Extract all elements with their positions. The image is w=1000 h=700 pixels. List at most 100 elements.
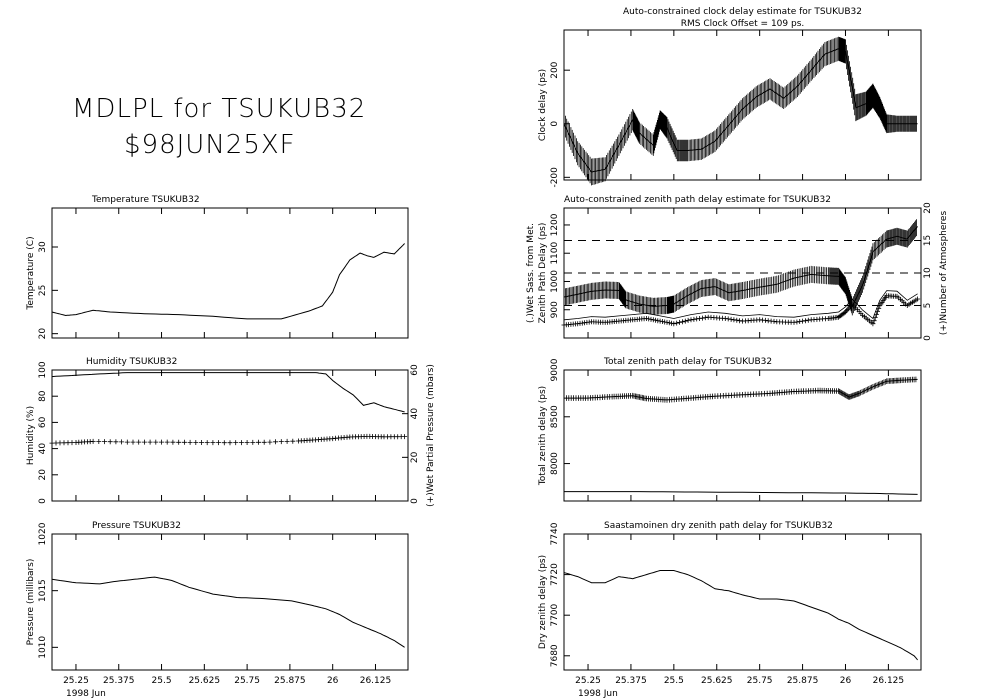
temperature-ytick-label: 30	[38, 241, 48, 253]
zenith-y2tick-label: 5	[923, 303, 933, 309]
dry-xtick-label: 25.375	[615, 676, 647, 686]
dry-ytick-label: 7680	[550, 644, 560, 667]
clock-subtitle: RMS Clock Offset = 109 ps.	[681, 19, 805, 29]
dry-ylabel: Dry zenith delay (ps)	[538, 555, 548, 649]
clock-title: Auto-constrained clock delay estimate fo…	[623, 7, 862, 17]
humidity-y2tick-label: 0	[410, 498, 420, 504]
humidity-y2tick-label: 60	[410, 364, 420, 376]
humidity-ytick-label: 0	[38, 498, 48, 504]
dry-ytick-label: 7740	[550, 522, 560, 545]
zenith-series-0-errorbars	[563, 219, 917, 316]
clock-ytick-label: -200	[550, 167, 560, 188]
clock-ytick-label: 200	[550, 61, 560, 78]
zenith-y2tick-label: 10	[923, 267, 933, 279]
humidity-ytick-label: 40	[38, 443, 48, 455]
humidity-y2tick-label: 40	[410, 408, 420, 420]
dry-xtick-label: 25.875	[787, 676, 819, 686]
pressure-xtick-label: 25.625	[189, 676, 221, 686]
pressure-xtick-label: 25.875	[274, 676, 306, 686]
temperature-ytick-label: 20	[38, 328, 48, 340]
dry-series-0-line	[563, 570, 918, 661]
chart-dry: Saastamoinen dry zenith path delay for T…	[538, 521, 922, 699]
zenith-title: Auto-constrained zenith path delay estim…	[564, 195, 831, 205]
dry-xtick-label: 25.75	[747, 676, 773, 686]
chart-pressure: Pressure TSUKUB32 25.25 25.375 25.5 25.625 25…	[26, 521, 409, 699]
humidity-ytick-label: 20	[38, 469, 48, 481]
dry-xtick-label: 26	[840, 676, 852, 686]
pressure-xtick-label: 25.5	[152, 676, 172, 686]
clock-frame	[563, 29, 922, 181]
total-series-1-line	[564, 491, 918, 495]
pressure-ylabel: Pressure (millibars)	[26, 559, 36, 646]
pressure-ytick-label: 1010	[38, 636, 48, 659]
chart-total: Total zenith path delay for TSUKUB32 8000…	[538, 357, 922, 502]
temperature-frame	[51, 207, 409, 339]
dry-date-label: 1998 Jun	[578, 689, 618, 699]
humidity-ytick-label: 100	[38, 361, 48, 378]
total-ylabel: Total zenith delay (ps)	[538, 386, 548, 486]
temperature-ylabel: Temperature (C)	[26, 236, 36, 310]
dry-xtick-label: 26.125	[873, 676, 905, 686]
clock-ytick-label: 0	[550, 121, 560, 127]
humidity-series-0-line	[51, 372, 405, 413]
clock-ylabel: Clock delay (ps)	[538, 69, 548, 141]
humidity-series-1-markers	[49, 433, 408, 446]
dry-frame	[563, 533, 922, 671]
zenith-ytick-label: 1200	[550, 213, 560, 236]
total-series-0-line	[564, 378, 918, 401]
zenith-y2tick-label: 0	[923, 335, 933, 341]
total-ytick-label: 9000	[550, 358, 560, 381]
zenith-series-1-markers	[561, 293, 921, 328]
dry-xtick-label: 25.625	[701, 676, 733, 686]
dry-xtick-label: 25.25	[575, 676, 601, 686]
temperature-series-0-line	[51, 243, 405, 320]
chart-zenith: Auto-constrained zenith path delay estim…	[526, 195, 949, 341]
chart-humidity: Humidity TSUKUB32 0 20 40 60 80 100 Humidity (%…	[26, 357, 436, 507]
dry-title: Saastamoinen dry zenith path delay for T…	[604, 521, 833, 531]
pressure-series-0-line	[51, 576, 405, 648]
pressure-frame	[51, 533, 409, 671]
total-title: Total zenith path delay for TSUKUB32	[603, 357, 772, 367]
zenith-ytick-label: 900	[550, 301, 560, 318]
clock-series-0-line	[563, 48, 918, 173]
humidity-y2label: (+)Wet Partial Pressure (mbars)	[426, 364, 436, 507]
total-frame	[563, 369, 922, 502]
zenith-ylabel: Zenith Path Delay (ps)	[538, 223, 548, 324]
zenith-y2label: (+)Number of Atmospheres	[939, 211, 949, 336]
dry-ytick-label: 7720	[550, 563, 560, 586]
humidity-ytick-label: 60	[38, 416, 48, 428]
dry-xtick-label: 25.5	[664, 676, 684, 686]
humidity-title: Humidity TSUKUB32	[86, 357, 177, 367]
zenith-series-0-line	[563, 226, 918, 309]
total-series-0-errorbars	[563, 376, 917, 403]
zenith-y2tick-label: 15	[923, 235, 933, 246]
pressure-title: Pressure TSUKUB32	[92, 521, 181, 531]
humidity-ylabel: Humidity (%)	[26, 406, 36, 465]
zenith-ytick-label: 1100	[550, 241, 560, 264]
pressure-xtick-label: 26.125	[360, 676, 392, 686]
pressure-ytick-label: 1015	[38, 579, 48, 602]
temperature-ytick-label: 25	[38, 285, 48, 296]
humidity-ytick-label: 80	[38, 390, 48, 402]
zenith-series-1-line	[563, 290, 918, 321]
page-title-line1: MDLPL for TSUKUB32	[72, 94, 367, 124]
zenith-ytick-label: 1000	[550, 270, 560, 293]
humidity-frame	[51, 369, 409, 502]
page-title-line2: $98JUN25XF	[124, 130, 296, 160]
pressure-date-label: 1998 Jun	[66, 689, 106, 699]
pressure-xtick-label: 26	[327, 676, 339, 686]
temperature-title: Temperature TSUKUB32	[91, 195, 200, 205]
humidity-y2tick-label: 20	[410, 451, 420, 463]
pressure-xtick-label: 25.75	[234, 676, 260, 686]
pressure-xtick-label: 25.25	[63, 676, 89, 686]
dry-ytick-label: 7700	[550, 603, 560, 626]
zenith-ylabel-outer: (.)Wet Sass. from Met.	[526, 223, 536, 323]
pressure-ytick-label: 1020	[38, 522, 48, 545]
zenith-y2tick-label: 20	[923, 202, 933, 214]
total-ytick-label: 8000	[550, 452, 560, 475]
pressure-xtick-label: 25.375	[103, 676, 135, 686]
chart-clock: Auto-constrained clock delay estimate fo…	[538, 7, 922, 188]
total-ytick-label: 8500	[550, 405, 560, 428]
